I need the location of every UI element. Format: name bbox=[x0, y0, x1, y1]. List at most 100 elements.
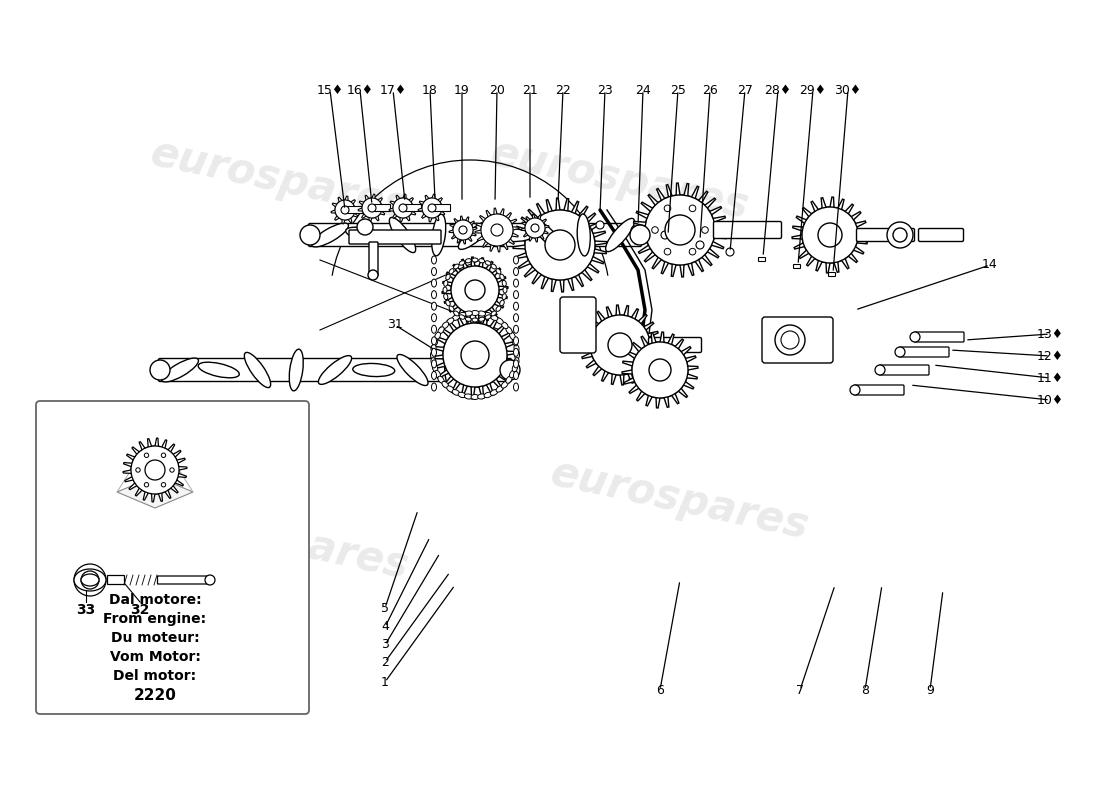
Text: 30♦: 30♦ bbox=[835, 83, 861, 97]
Ellipse shape bbox=[514, 256, 518, 264]
Text: 19: 19 bbox=[454, 83, 470, 97]
Ellipse shape bbox=[471, 310, 478, 315]
Polygon shape bbox=[418, 194, 446, 222]
Circle shape bbox=[145, 460, 165, 480]
Circle shape bbox=[341, 206, 349, 214]
Ellipse shape bbox=[513, 338, 518, 346]
Ellipse shape bbox=[438, 376, 444, 383]
Ellipse shape bbox=[244, 352, 271, 388]
Circle shape bbox=[802, 207, 858, 263]
Circle shape bbox=[81, 571, 99, 589]
FancyBboxPatch shape bbox=[403, 205, 421, 211]
Circle shape bbox=[664, 205, 671, 212]
Circle shape bbox=[661, 231, 669, 239]
Circle shape bbox=[453, 220, 473, 240]
Ellipse shape bbox=[198, 362, 240, 378]
Text: 5: 5 bbox=[381, 602, 389, 614]
Circle shape bbox=[162, 453, 166, 458]
Text: Vom Motor:: Vom Motor: bbox=[110, 650, 200, 664]
Ellipse shape bbox=[502, 382, 508, 388]
Ellipse shape bbox=[458, 312, 466, 318]
Text: 8: 8 bbox=[861, 683, 869, 697]
Text: eurospares: eurospares bbox=[547, 452, 813, 548]
Ellipse shape bbox=[499, 274, 504, 280]
Circle shape bbox=[726, 248, 734, 256]
Ellipse shape bbox=[491, 264, 496, 269]
FancyBboxPatch shape bbox=[157, 576, 209, 584]
Circle shape bbox=[131, 446, 179, 494]
Circle shape bbox=[443, 323, 507, 387]
Circle shape bbox=[818, 223, 842, 247]
Ellipse shape bbox=[506, 376, 513, 383]
Ellipse shape bbox=[485, 315, 491, 319]
Ellipse shape bbox=[464, 311, 472, 316]
Ellipse shape bbox=[444, 349, 458, 391]
Ellipse shape bbox=[431, 314, 437, 322]
Ellipse shape bbox=[514, 326, 518, 334]
Ellipse shape bbox=[514, 383, 518, 391]
Text: 23: 23 bbox=[597, 83, 613, 97]
FancyBboxPatch shape bbox=[854, 385, 904, 395]
Ellipse shape bbox=[496, 386, 503, 392]
Ellipse shape bbox=[162, 358, 198, 382]
Circle shape bbox=[135, 468, 140, 472]
Ellipse shape bbox=[514, 279, 518, 287]
Ellipse shape bbox=[478, 317, 485, 322]
Text: 24: 24 bbox=[635, 83, 651, 97]
Ellipse shape bbox=[472, 258, 478, 262]
Text: Dal motore:: Dal motore: bbox=[109, 593, 201, 607]
Ellipse shape bbox=[477, 311, 485, 316]
FancyBboxPatch shape bbox=[368, 242, 378, 276]
Ellipse shape bbox=[434, 332, 440, 340]
Circle shape bbox=[590, 315, 650, 375]
Text: 26: 26 bbox=[702, 83, 718, 97]
Circle shape bbox=[368, 270, 378, 280]
Ellipse shape bbox=[514, 337, 518, 345]
Ellipse shape bbox=[453, 311, 459, 316]
Text: Du moteur:: Du moteur: bbox=[111, 631, 199, 645]
FancyBboxPatch shape bbox=[308, 223, 641, 246]
Circle shape bbox=[451, 266, 499, 314]
Ellipse shape bbox=[459, 221, 492, 250]
Circle shape bbox=[630, 225, 650, 245]
Circle shape bbox=[664, 248, 671, 255]
Ellipse shape bbox=[446, 300, 450, 306]
Ellipse shape bbox=[353, 363, 395, 377]
Circle shape bbox=[393, 198, 412, 218]
Ellipse shape bbox=[389, 218, 416, 253]
Circle shape bbox=[358, 219, 373, 235]
Ellipse shape bbox=[432, 364, 438, 372]
Ellipse shape bbox=[478, 258, 485, 263]
Text: 9: 9 bbox=[926, 683, 934, 697]
Ellipse shape bbox=[449, 269, 454, 274]
FancyBboxPatch shape bbox=[828, 273, 836, 277]
Text: 4: 4 bbox=[381, 621, 389, 634]
Ellipse shape bbox=[514, 345, 519, 352]
Circle shape bbox=[74, 564, 106, 596]
Circle shape bbox=[491, 224, 503, 236]
Ellipse shape bbox=[74, 569, 106, 591]
Ellipse shape bbox=[289, 349, 304, 391]
Ellipse shape bbox=[438, 326, 444, 334]
Ellipse shape bbox=[514, 358, 519, 366]
Text: eurospares: eurospares bbox=[47, 582, 314, 678]
Ellipse shape bbox=[514, 314, 518, 322]
Polygon shape bbox=[449, 216, 477, 244]
Ellipse shape bbox=[514, 371, 518, 379]
FancyBboxPatch shape bbox=[349, 230, 441, 244]
Ellipse shape bbox=[514, 290, 518, 298]
Ellipse shape bbox=[442, 322, 449, 329]
Ellipse shape bbox=[443, 287, 447, 293]
Ellipse shape bbox=[458, 392, 466, 398]
Text: 13♦: 13♦ bbox=[1036, 327, 1064, 341]
Circle shape bbox=[690, 248, 696, 255]
FancyBboxPatch shape bbox=[879, 365, 930, 375]
Ellipse shape bbox=[485, 261, 491, 265]
Ellipse shape bbox=[503, 280, 506, 286]
Ellipse shape bbox=[503, 287, 507, 293]
Text: 29♦: 29♦ bbox=[800, 83, 826, 97]
Ellipse shape bbox=[430, 351, 436, 359]
Ellipse shape bbox=[431, 358, 436, 366]
Ellipse shape bbox=[496, 269, 500, 274]
Circle shape bbox=[649, 359, 671, 381]
